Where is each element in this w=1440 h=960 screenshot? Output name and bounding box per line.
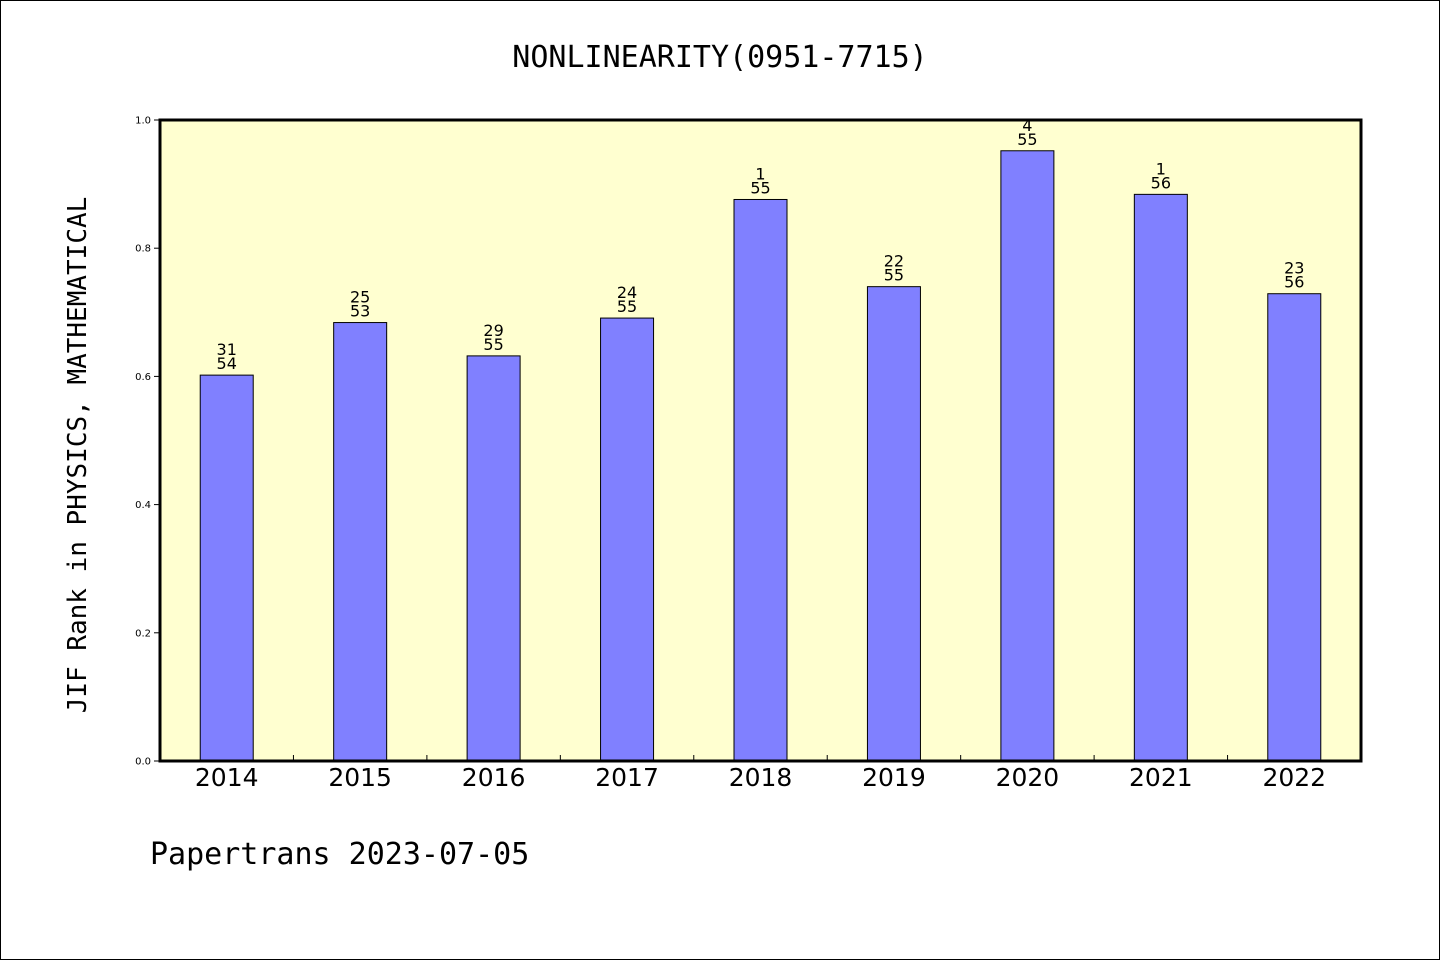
bar-total-label: 55 — [483, 335, 503, 354]
bar — [600, 317, 655, 762]
x-tick-label: 2019 — [862, 763, 926, 792]
plot-border — [158, 118, 1363, 763]
bar — [199, 374, 254, 762]
x-tick-label: 2021 — [1129, 763, 1193, 792]
chart-title: NONLINEARITY(0951-7715) — [512, 40, 927, 75]
bar-total-label: 53 — [350, 302, 370, 321]
y-tick-label: 1.0 — [135, 116, 151, 127]
x-tick-label: 2014 — [195, 763, 259, 792]
x-tick-label: 2015 — [328, 763, 392, 792]
x-tick-label: 2020 — [996, 763, 1060, 792]
bar — [866, 286, 921, 762]
bar-total-label: 55 — [617, 297, 637, 316]
x-tick-label: 2018 — [729, 763, 793, 792]
bar-rank-label: 24 — [617, 283, 637, 302]
bar-rank-label: 25 — [350, 288, 370, 307]
bar-rank-label: 22 — [884, 252, 904, 271]
bar-rank-label: 1 — [755, 164, 765, 183]
y-tick-label: 0.6 — [135, 372, 151, 383]
bar-total-label: 56 — [1151, 173, 1171, 192]
bar-rank-label: 31 — [217, 340, 237, 359]
bar — [1267, 293, 1322, 762]
y-tick-label: 0.8 — [135, 244, 151, 255]
bar — [1133, 193, 1188, 762]
bar — [466, 355, 521, 762]
y-axis: 0.0 0.2 0.4 0.6 0.8 1.0 — [135, 116, 160, 768]
bar-rank-label: 29 — [483, 321, 503, 340]
bar-total-label: 55 — [750, 178, 770, 197]
bar — [1000, 150, 1055, 762]
bar-total-label: 56 — [1284, 273, 1304, 292]
y-tick-label: 0.4 — [135, 500, 151, 511]
bar — [333, 322, 388, 762]
bar-rank-label: 23 — [1284, 259, 1304, 278]
y-axis-label: JIF Rank in PHYSICS, MATHEMATICAL — [63, 197, 93, 714]
bar — [733, 198, 788, 762]
bar-rank-label: 4 — [1022, 116, 1032, 135]
x-tick-label: 2016 — [462, 763, 526, 792]
y-tick-label: 0.0 — [135, 757, 151, 768]
x-tick-label: 2022 — [1262, 763, 1326, 792]
x-axis: 2014 2015 2016 2017 2018 2019 2020 2021 2022 — [195, 755, 1326, 792]
footer-credit: Papertrans 2023-07-05 — [150, 837, 529, 872]
bar-rank-label: 1 — [1156, 159, 1166, 178]
bar-total-label: 55 — [1017, 130, 1037, 149]
bar-total-label: 55 — [884, 266, 904, 285]
x-tick-label: 2017 — [595, 763, 659, 792]
bar-total-label: 54 — [217, 354, 237, 373]
y-tick-label: 0.2 — [135, 628, 151, 639]
